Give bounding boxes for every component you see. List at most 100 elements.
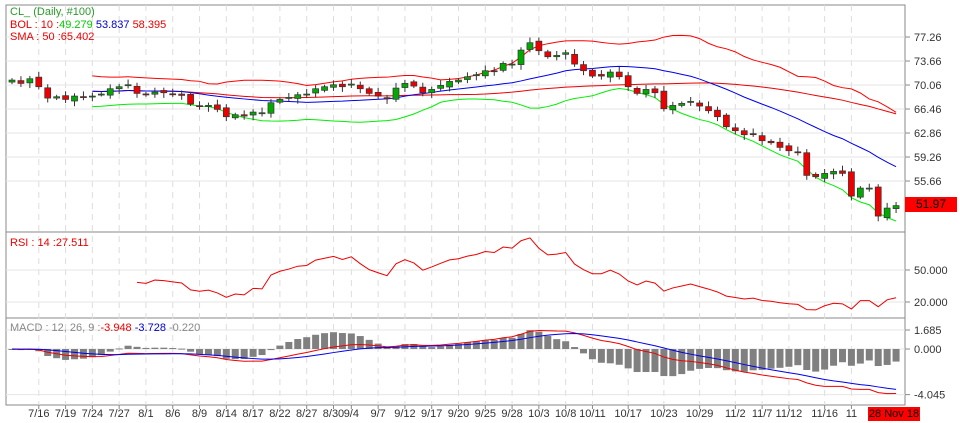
macd-hist-bar	[705, 349, 713, 368]
candle-body	[821, 173, 828, 179]
macd-hist-bar	[687, 349, 695, 371]
macd-hist-bar	[79, 349, 87, 359]
macd-hist-bar	[71, 349, 79, 360]
candle-body	[589, 69, 596, 77]
candle-body	[624, 75, 632, 88]
candle-body	[633, 87, 641, 94]
candle-body	[606, 71, 614, 78]
candle-body	[660, 90, 668, 110]
macd-hist-bar	[651, 349, 659, 372]
macd-hist-bar	[347, 333, 355, 349]
candle-body	[526, 42, 534, 50]
candle-body	[339, 83, 346, 88]
candle-body	[124, 84, 132, 87]
candle-body	[740, 130, 748, 136]
candle-body	[669, 105, 677, 111]
macd-hist-bar	[338, 333, 346, 349]
bol-middle-value: 53.837	[95, 19, 130, 31]
macd-hist-bar	[160, 347, 168, 349]
candle-body	[356, 84, 364, 90]
candle-body	[249, 111, 257, 116]
candle-body	[696, 102, 703, 107]
candle-body	[499, 63, 507, 71]
candle-body	[794, 151, 802, 154]
candle-body	[705, 106, 712, 112]
macd-hist-bar	[821, 349, 829, 370]
macd-hist-bar	[115, 348, 123, 350]
macd-hist-bar	[428, 347, 436, 349]
candle-body	[508, 63, 516, 66]
macd-hist-bar	[303, 337, 311, 349]
macd-tick-label: 1.685	[914, 325, 942, 337]
macd-hist-bar	[526, 330, 534, 349]
sma-legend: SMA : 50 :65.402	[10, 31, 94, 43]
x-tick-label: 8/6	[165, 408, 180, 420]
candle-body	[651, 88, 659, 94]
rsi-tick-label: 50.000	[914, 265, 948, 277]
candle-body	[205, 105, 212, 107]
x-tick-label: 9/25	[475, 408, 496, 420]
candle-body	[642, 89, 650, 95]
candle-body	[830, 171, 837, 175]
macd-hist-bar	[812, 349, 820, 372]
macd-hist-bar	[178, 348, 186, 350]
candle-body	[71, 95, 78, 102]
candle-body	[62, 95, 69, 100]
macd-tick-label: 0.000	[914, 344, 942, 356]
candle-body	[437, 85, 444, 89]
macd-hist-bar	[196, 349, 204, 354]
macd-hist-bar	[615, 349, 623, 365]
x-tick-label: 9/28	[501, 408, 522, 420]
macd-hist-bar	[749, 349, 757, 371]
macd-hist-bar	[97, 349, 105, 356]
rsi-value: 27.511	[55, 237, 89, 249]
candle-body	[428, 89, 436, 94]
panel-frame	[5, 317, 906, 406]
candle-body	[598, 74, 605, 77]
macd-hist-bar	[285, 341, 293, 349]
x-tick-label: 10/23	[650, 408, 678, 420]
sma-label: SMA : 50 :	[10, 31, 61, 43]
bol-middle-line	[92, 65, 897, 168]
macd-hist-bar	[660, 349, 668, 377]
candle-body	[401, 83, 409, 88]
macd-hist-bar	[571, 347, 579, 349]
macd-hist-bar	[722, 349, 730, 371]
candle-body	[240, 114, 248, 117]
x-tick-label: 7/24	[82, 408, 103, 420]
candle-body	[142, 93, 150, 96]
candle-body	[892, 205, 900, 209]
x-tick-label: 8/14	[216, 408, 237, 420]
macd-hist-bar	[455, 343, 462, 349]
candle-body	[544, 51, 552, 58]
candle-body	[580, 64, 587, 72]
macd-legend: MACD : 12, 26, 9 :-3.948 -3.728 -0.220	[10, 322, 200, 334]
bol-label: BOL : 10 :	[10, 19, 60, 31]
macd-hist-bar	[865, 349, 873, 361]
bol-upper-value: 58.395	[132, 19, 167, 31]
macd-hist-bar	[446, 344, 454, 349]
x-tick-label: 9/7	[370, 408, 385, 420]
candle-body	[89, 95, 96, 98]
x-tick-label: 9/4	[344, 408, 359, 420]
macd-hist-bar	[553, 339, 561, 349]
candle-body	[776, 141, 784, 148]
macd-hist-bar	[258, 349, 266, 356]
candle-body	[347, 83, 355, 86]
candle-body	[303, 93, 311, 96]
macd-hist-bar	[276, 345, 284, 349]
macd-hist-bar	[490, 339, 498, 349]
candle-body	[44, 87, 52, 99]
candle-body	[517, 49, 525, 65]
candle-body	[321, 86, 328, 91]
candle-body	[330, 84, 337, 88]
macd-hist-bar	[294, 339, 302, 349]
macd-hist-bar	[588, 349, 596, 360]
macd-hist-bar	[562, 341, 570, 349]
candle-body	[490, 70, 498, 73]
macd-hist-bar	[669, 349, 677, 377]
candle-body	[231, 114, 239, 119]
macd-hist-bar	[624, 349, 632, 369]
macd-hist-bar	[240, 349, 248, 359]
